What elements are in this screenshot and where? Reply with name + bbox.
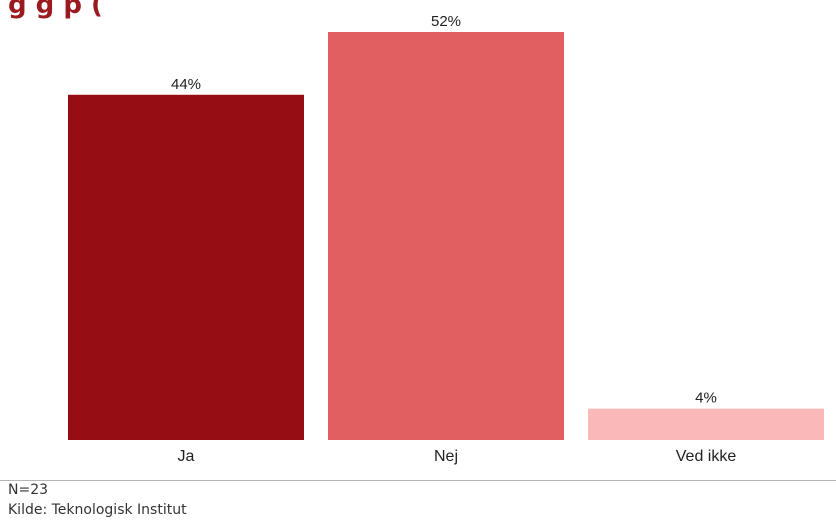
chart-title-cropped: g g p ( [8, 0, 103, 20]
data-label: 4% [695, 390, 717, 407]
footer-divider [0, 480, 836, 481]
source-note: Kilde: Teknologisk Institut [8, 502, 187, 518]
bar-ja [68, 94, 304, 441]
data-label: 44% [171, 76, 201, 93]
x-tick-label: Nej [434, 448, 458, 465]
data-label: 52% [431, 13, 461, 30]
bar-nej [328, 32, 564, 440]
bar-ved-ikke [588, 408, 824, 440]
sample-size-note: N=23 [8, 482, 49, 498]
x-tick-label: Ved ikke [676, 448, 737, 465]
x-tick-label: Ja [178, 448, 195, 465]
bar-chart: 44% Ja 52% Nej 4% Ved ikke [68, 13, 824, 465]
